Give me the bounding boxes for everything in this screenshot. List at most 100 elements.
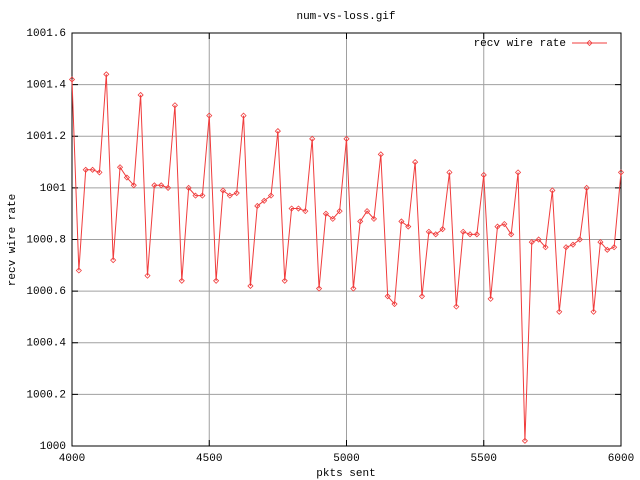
data-point — [350, 285, 357, 292]
data-point — [343, 135, 350, 142]
data-point — [439, 226, 446, 233]
data-point — [274, 128, 281, 135]
plot-frame — [71, 32, 622, 447]
data-point — [480, 171, 487, 179]
data-point — [528, 239, 535, 246]
data-point — [576, 236, 583, 243]
y-tick-label: 1001 — [40, 183, 67, 195]
y-tick-label: 1000 — [40, 441, 66, 453]
data-point — [261, 197, 268, 204]
data-point — [460, 228, 467, 235]
legend-label: recv wire rate — [474, 38, 566, 50]
legend-marker — [586, 39, 593, 47]
data-point — [322, 210, 329, 217]
data-point — [116, 164, 124, 171]
x-tick-label: 4500 — [196, 453, 222, 465]
data-point — [611, 244, 618, 251]
chart-title: num-vs-loss.gif — [296, 11, 395, 23]
data-point — [185, 184, 192, 191]
x-axis-label: pkts sent — [316, 468, 375, 480]
x-tick-label: 5500 — [471, 453, 497, 465]
data-point — [171, 102, 179, 109]
data-point — [453, 303, 460, 310]
data-point — [89, 166, 96, 173]
data-point — [563, 244, 570, 251]
data-point — [487, 295, 494, 302]
data-point — [247, 282, 254, 290]
data-point — [137, 91, 144, 99]
data-point — [357, 218, 364, 225]
data-point — [288, 205, 295, 212]
y-tick-label: 1001.6 — [26, 28, 66, 40]
data-point — [604, 246, 611, 253]
data-point — [219, 187, 227, 194]
data-point — [130, 182, 137, 189]
data-point — [281, 277, 288, 284]
data-point — [473, 231, 480, 238]
data-point — [535, 236, 542, 243]
data-point — [158, 182, 165, 189]
data-point — [329, 215, 336, 222]
data-point — [178, 277, 185, 284]
data-point — [302, 208, 309, 215]
data-point — [377, 151, 384, 158]
data-point — [151, 182, 158, 189]
data-point — [206, 112, 213, 119]
data-point — [501, 220, 508, 228]
data-point — [103, 71, 110, 78]
x-tick-label: 5000 — [333, 453, 359, 465]
data-point — [295, 205, 302, 212]
data-point — [82, 166, 89, 173]
data-point — [233, 189, 240, 197]
data-point — [494, 223, 501, 230]
y-tick-label: 1001.2 — [26, 131, 66, 143]
data-point — [165, 184, 172, 191]
data-point — [199, 192, 206, 199]
data-point — [597, 239, 604, 246]
data-point — [425, 228, 432, 235]
data-point — [96, 169, 103, 176]
data-point — [549, 187, 556, 194]
y-tick-label: 1000.4 — [26, 338, 66, 350]
data-point — [315, 285, 323, 292]
data-point — [267, 192, 275, 199]
data-point — [398, 218, 405, 225]
data-point — [446, 169, 453, 176]
data-point — [590, 308, 597, 315]
data-point — [240, 112, 247, 119]
data-point — [556, 308, 563, 315]
data-point — [309, 135, 316, 142]
data-point — [144, 272, 151, 279]
data-point — [213, 277, 220, 284]
data-point — [405, 223, 412, 230]
data-point — [254, 202, 261, 210]
data-point — [336, 208, 343, 215]
data-point — [226, 192, 233, 199]
data-point — [123, 174, 130, 181]
data-point — [412, 158, 419, 166]
data-point — [68, 76, 76, 83]
data-point — [542, 244, 549, 251]
y-tick-label: 1000.2 — [26, 389, 66, 401]
data-point — [514, 169, 522, 176]
y-tick-label: 1000.6 — [26, 286, 66, 298]
data-point — [569, 241, 577, 248]
data-point — [75, 267, 82, 274]
data-point — [384, 293, 391, 300]
data-point — [370, 215, 378, 222]
y-tick-label: 1000.8 — [26, 234, 66, 246]
y-axis-label: recv wire rate — [7, 194, 19, 286]
data-point — [432, 231, 439, 238]
x-tick-label: 4000 — [59, 453, 85, 465]
data-line — [71, 74, 622, 441]
data-point — [364, 208, 371, 215]
data-point — [521, 437, 528, 444]
data-point — [110, 257, 117, 264]
data-point — [391, 300, 398, 308]
y-tick-label: 1001.4 — [26, 80, 66, 92]
data-point — [617, 169, 625, 176]
data-point — [466, 231, 474, 238]
data-point — [508, 231, 515, 238]
x-tick-label: 6000 — [608, 453, 634, 465]
